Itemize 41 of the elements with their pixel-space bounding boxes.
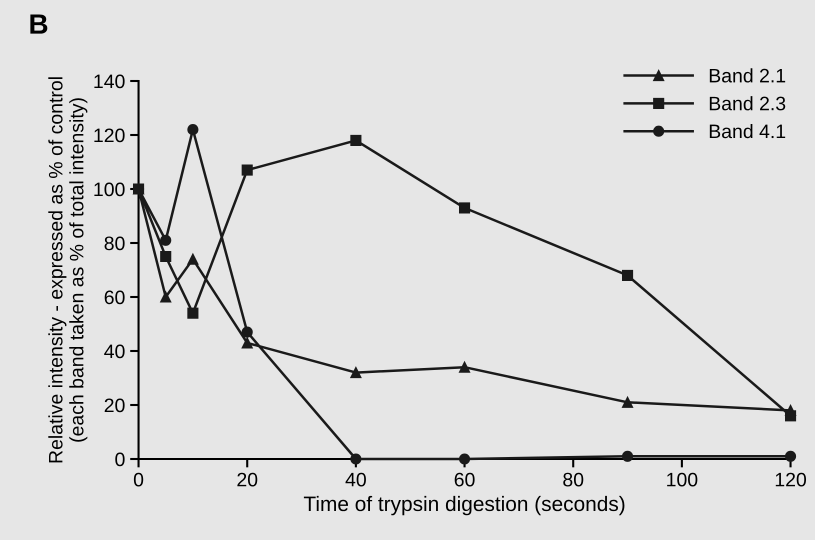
point xyxy=(160,234,172,246)
y-tick-label: 0 xyxy=(115,452,125,466)
point xyxy=(784,450,796,462)
y-tick-label: 120 xyxy=(94,128,125,142)
y-tick-label: 60 xyxy=(104,290,125,304)
point xyxy=(242,326,253,338)
x-tick-label: 100 xyxy=(667,472,698,486)
x-tick-label: 40 xyxy=(346,472,366,486)
legend-label: Band 2.1 xyxy=(710,68,786,83)
point xyxy=(622,270,634,281)
point xyxy=(242,164,253,176)
y-axis-title: Relative intensity - expressed as % of control (each band taken as % of total intensity) xyxy=(48,77,88,462)
point xyxy=(458,362,470,373)
point xyxy=(160,291,172,303)
point xyxy=(187,124,198,136)
point xyxy=(187,254,198,265)
point xyxy=(458,453,470,465)
point xyxy=(160,250,172,262)
point xyxy=(350,453,362,465)
x-tick-label: 0 xyxy=(134,472,144,486)
y-tick-label: 80 xyxy=(104,236,125,250)
legend-label: Band 4.1 xyxy=(710,124,786,138)
text: B xyxy=(30,14,48,34)
point xyxy=(350,367,362,378)
point xyxy=(784,410,796,422)
y-tick-label: 40 xyxy=(104,344,125,358)
x-tick-label: 120 xyxy=(776,472,806,486)
x-tick-label: 20 xyxy=(237,472,258,486)
x-axis-title: Time of trypsin digestion (seconds) xyxy=(304,496,624,516)
y-tick-label: 140 xyxy=(94,74,125,88)
x-tick-label: 80 xyxy=(563,472,584,486)
point xyxy=(458,202,470,214)
x-tick-label: 60 xyxy=(454,472,475,486)
y-tick-label: 100 xyxy=(94,182,125,196)
point xyxy=(350,134,362,146)
y-tick-label: 20 xyxy=(104,398,125,412)
legend-label: Band 2.3 xyxy=(710,96,786,110)
point xyxy=(622,396,634,408)
point xyxy=(187,308,198,319)
point xyxy=(242,337,253,348)
point xyxy=(622,450,634,462)
